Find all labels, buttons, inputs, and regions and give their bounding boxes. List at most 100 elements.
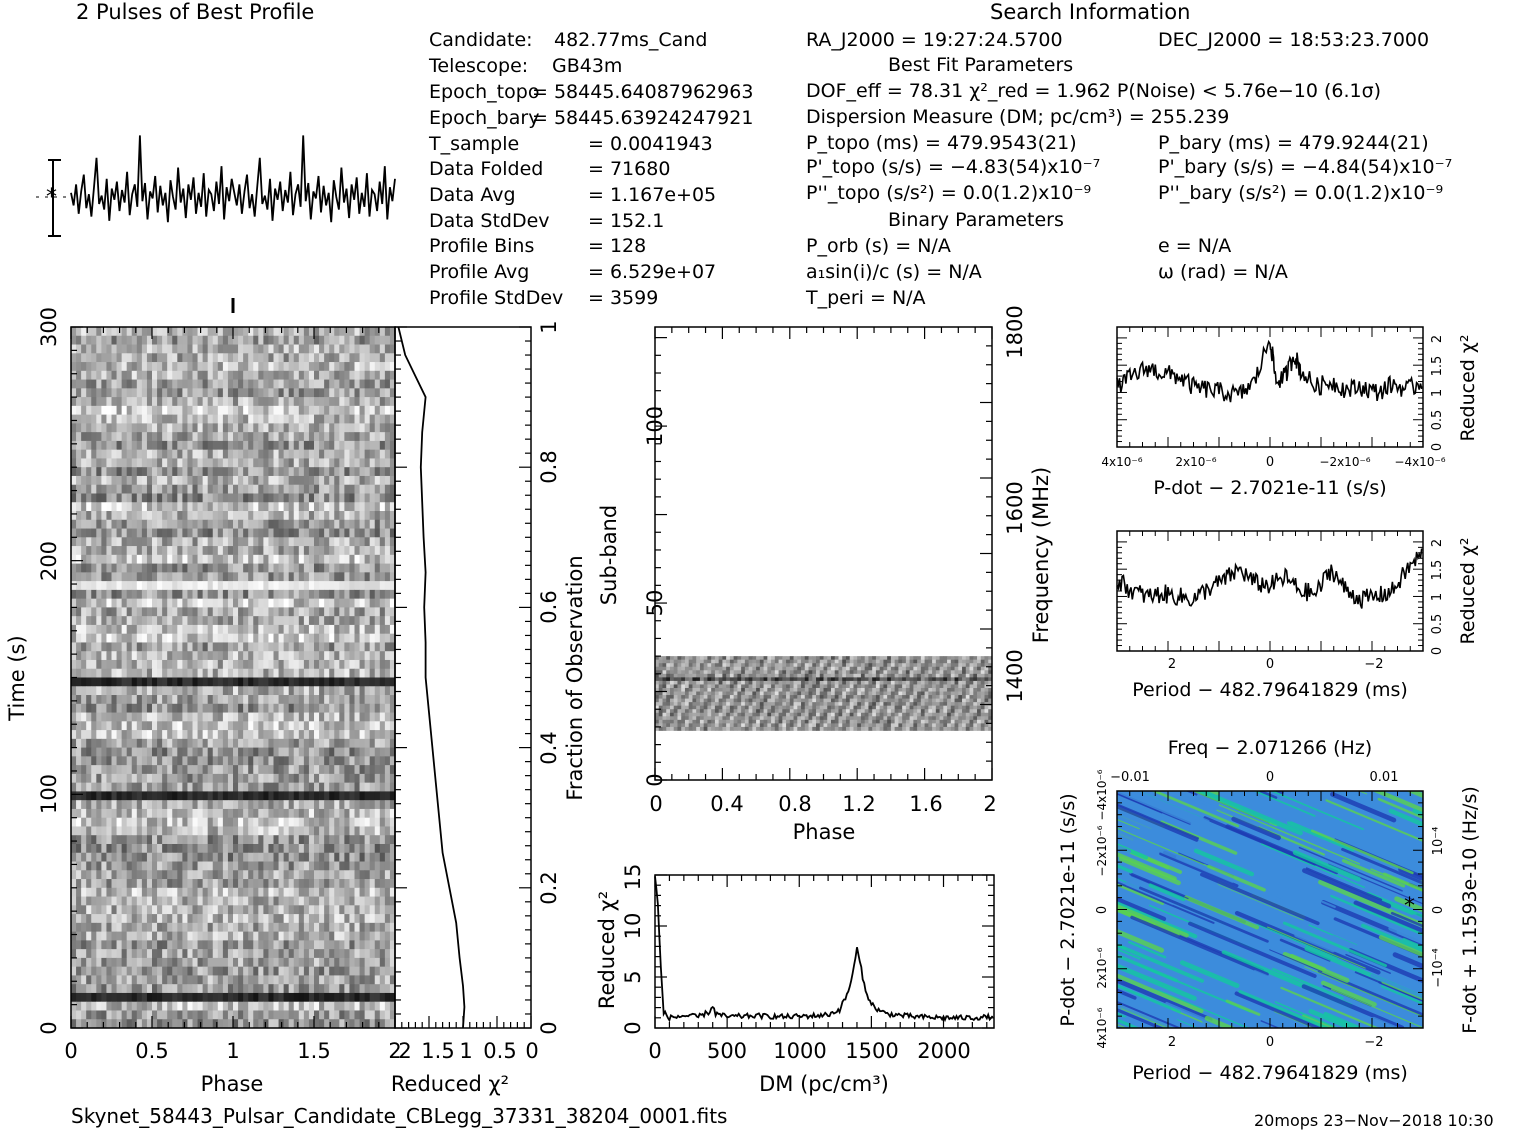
heatmap-cell — [101, 581, 107, 591]
heatmap-cell — [268, 773, 274, 784]
heatmap-cell — [227, 984, 234, 994]
heatmap-cell — [111, 528, 117, 538]
heatmap-cell — [192, 703, 198, 713]
heatmap-cell — [146, 940, 153, 950]
heatmap-cell — [354, 589, 360, 600]
heatmap-cell — [248, 370, 254, 380]
heatmap-cell — [233, 984, 239, 994]
heatmap-cell — [217, 388, 224, 398]
heatmap-cell — [324, 984, 330, 994]
heatmap-cell — [334, 659, 340, 670]
heatmap-cell — [116, 782, 123, 792]
heatmap-cell — [91, 695, 97, 705]
heatmap-cell — [182, 896, 188, 906]
heatmap-cell — [253, 712, 259, 722]
heatmap-cell — [243, 624, 249, 635]
heatmap-cell — [202, 651, 209, 661]
heatmap-cell — [354, 966, 360, 976]
heatmap-cell — [71, 449, 77, 459]
heatmap-cell — [136, 554, 143, 564]
heatmap-cell — [157, 659, 163, 670]
heatmap-cell — [207, 335, 214, 345]
heatmap-cell — [121, 765, 128, 775]
heatmap-cell — [141, 616, 148, 626]
heatmap-cell — [126, 791, 133, 801]
heatmap-cell — [177, 607, 183, 617]
heatmap-cell — [202, 782, 209, 792]
heatmap-cell — [268, 414, 274, 424]
heatmap-cell — [111, 554, 117, 564]
heatmap-cell — [217, 668, 224, 678]
heatmap-cell — [81, 826, 87, 836]
heatmap-cell — [136, 379, 143, 389]
heatmap-cell — [379, 624, 386, 635]
heatmap-cell — [263, 432, 269, 442]
heatmap-cell — [172, 493, 178, 503]
heatmap-cell — [197, 651, 204, 661]
heatmap-cell — [207, 905, 214, 915]
heatmap-cell — [202, 511, 209, 521]
heatmap-cell — [253, 537, 259, 547]
heatmap-cell — [187, 581, 193, 591]
heatmap-cell — [344, 484, 350, 494]
heatmap-cell — [101, 624, 107, 635]
heatmap-cell — [152, 879, 158, 889]
heatmap-cell — [359, 800, 366, 810]
heatmap-cell — [167, 493, 173, 503]
heatmap-cell — [167, 975, 173, 985]
heatmap-cell — [238, 905, 244, 915]
heatmap-cell — [217, 616, 224, 626]
heatmap-cell — [167, 388, 173, 398]
heatmap-cell — [192, 931, 198, 941]
heatmap-cell — [217, 826, 224, 836]
heatmap-cell — [303, 519, 310, 529]
heatmap-cell — [364, 992, 371, 1003]
heatmap-cell — [258, 765, 264, 775]
heatmap-cell — [258, 449, 264, 459]
heatmap-cell — [136, 861, 143, 871]
heatmap-cell — [248, 782, 254, 792]
heatmap-cell — [349, 984, 355, 994]
heatmap-cell — [116, 616, 123, 626]
heatmap-cell — [369, 957, 376, 968]
heatmap-cell — [238, 791, 244, 801]
heatmap-cell — [278, 712, 285, 722]
heatmap-cell — [389, 493, 396, 503]
heatmap-cell — [136, 449, 143, 459]
heatmap-cell — [233, 528, 239, 538]
heatmap-cell — [136, 808, 143, 819]
heatmap-cell — [182, 607, 188, 617]
heatmap-cell — [177, 659, 183, 670]
heatmap-cell — [192, 826, 198, 836]
heatmap-cell — [389, 966, 396, 976]
heatmap-cell — [136, 581, 143, 591]
heatmap-cell — [298, 335, 305, 345]
heatmap-cell — [131, 502, 138, 512]
heatmap-cell — [283, 449, 290, 459]
heatmap-cell — [303, 546, 310, 556]
heatmap-cell — [116, 931, 123, 941]
heatmap-cell — [227, 405, 234, 416]
heatmap-cell — [233, 344, 239, 354]
heatmap-cell — [273, 949, 279, 959]
heatmap-cell — [111, 721, 117, 731]
heatmap-cell — [238, 668, 244, 678]
heatmap-cell — [96, 677, 102, 687]
heatmap-cell — [303, 607, 310, 617]
heatmap-cell — [243, 449, 249, 459]
heatmap-cell — [329, 966, 335, 976]
heatmap-cell — [167, 896, 173, 906]
heatmap-cell — [172, 905, 178, 915]
heatmap-cell — [126, 642, 133, 652]
heatmap-cell — [207, 747, 214, 757]
heatmap-cell — [116, 992, 123, 1003]
heatmap-cell — [339, 984, 345, 994]
heatmap-cell — [359, 668, 366, 678]
heatmap-cell — [131, 659, 138, 670]
heatmap-cell — [308, 984, 315, 994]
heatmap-cell — [121, 756, 128, 766]
heatmap-cell — [96, 695, 102, 705]
heatmap-cell — [344, 896, 350, 906]
info-value: = 3599 — [588, 287, 659, 309]
heatmap-cell — [146, 449, 153, 459]
